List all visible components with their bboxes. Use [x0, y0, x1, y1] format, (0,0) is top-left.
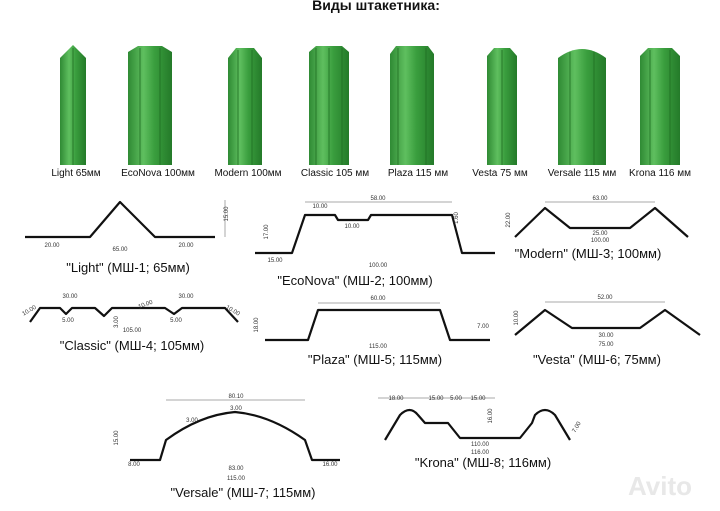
- dimension: 100.00: [369, 263, 388, 269]
- dimension: 7.00: [477, 324, 489, 330]
- dimension: 80.10: [228, 394, 244, 400]
- dimension: 110.00: [471, 442, 490, 448]
- dimension: 22.00: [506, 212, 512, 228]
- picket-label: Versale 115 мм: [548, 168, 617, 179]
- profile-caption: "Plaza" (МШ-5; 115мм): [308, 352, 442, 367]
- dimension: 15.00: [470, 396, 486, 402]
- title: Виды штакетника:: [312, 0, 440, 13]
- dimension: 25.00: [592, 231, 608, 237]
- dimension: 105.00: [123, 328, 142, 334]
- profile-caption: "Krona" (МШ-8; 116мм): [415, 455, 551, 470]
- dimension: 5.00: [62, 318, 74, 324]
- picket-label: Classic 105 мм: [301, 168, 369, 179]
- dimension: 30.00: [178, 294, 194, 300]
- dimension: 16.00: [488, 408, 494, 424]
- dimension: 52.00: [597, 295, 613, 301]
- profile-modern: 63.00 22.00 25.00 100.00 "Modern" (МШ-3;…: [506, 196, 689, 261]
- picket-label: EcoNova 100мм: [121, 168, 195, 179]
- dimension: 75.00: [598, 342, 614, 348]
- picket-label: Light 65мм: [51, 168, 100, 179]
- picket-labels: Light 65мм EcoNova 100мм Modern 100мм Cl…: [51, 168, 691, 179]
- dimension: 10.00: [312, 204, 328, 210]
- profile-versale: 80.10 3.00 3.00 15.00 8.00 83.00 16.00 1…: [114, 394, 340, 500]
- dimension: 17.00: [264, 224, 270, 240]
- profile-caption: "Vesta" (МШ-6; 75мм): [533, 352, 661, 367]
- profile-caption: "Versale" (МШ-7; 115мм): [171, 485, 316, 500]
- dimension: 8.00: [128, 462, 140, 468]
- picket-images: [60, 45, 680, 165]
- dimension: 3.00: [114, 316, 120, 328]
- dimension: 63.00: [592, 196, 608, 202]
- dimension: 58.00: [370, 196, 386, 202]
- profile-classic: 30.00 30.00 10.00 5.00 3.00 10.00 5.00 1…: [21, 294, 241, 353]
- dimension: 5.00: [450, 396, 462, 402]
- profile-krona: 18.00 15.00 5.00 15.00 16.00 110.00 7.00…: [378, 396, 583, 470]
- profile-econova: 58.00 10.00 10.00 1.60 17.00 15.00 100.0…: [255, 196, 495, 288]
- dimension: 15.00: [224, 206, 230, 222]
- dimension: 30.00: [598, 333, 614, 339]
- dimension: 1.60: [454, 212, 460, 224]
- dimension: 3.00: [230, 406, 242, 412]
- dimension: 15.00: [114, 430, 120, 446]
- dimension: 20.00: [178, 243, 194, 249]
- dimension: 15.00: [267, 258, 283, 264]
- dimension: 115.00: [369, 344, 388, 350]
- profile-caption: "Light" (МШ-1; 65мм): [66, 260, 190, 275]
- dimension: 30.00: [62, 294, 78, 300]
- dimension: 18.00: [254, 317, 260, 333]
- dimension: 116.00: [471, 450, 490, 456]
- dimension: 100.00: [591, 238, 610, 244]
- dimension: 83.00: [228, 466, 244, 472]
- profile-caption: "EcoNova" (МШ-2; 100мм): [277, 273, 432, 288]
- dimension: 15.00: [428, 396, 444, 402]
- dimension: 5.00: [170, 318, 182, 324]
- picket-label: Modern 100мм: [214, 168, 281, 179]
- dimension: 10.00: [138, 299, 155, 310]
- picket-label: Vesta 75 мм: [472, 168, 528, 179]
- profile-vesta: 52.00 10.00 30.00 75.00 "Vesta" (МШ-6; 7…: [514, 295, 701, 367]
- profile-plaza: 60.00 18.00 7.00 115.00 "Plaza" (МШ-5; 1…: [254, 296, 490, 367]
- dimension: 18.00: [388, 396, 404, 402]
- profile-caption: "Classic" (МШ-4; 105мм): [60, 338, 205, 353]
- dimension: 65.00: [112, 247, 128, 253]
- dimension: 10.00: [344, 224, 360, 230]
- dimension: 10.00: [514, 310, 520, 326]
- watermark: Avito: [628, 471, 692, 501]
- profile-light: 15.00 20.00 65.00 20.00 "Light" (МШ-1; 6…: [25, 200, 230, 275]
- dimension: 7.00: [572, 420, 583, 434]
- dimension: 60.00: [370, 296, 386, 302]
- dimension: 3.00: [186, 418, 198, 424]
- dimension: 115.00: [227, 476, 246, 482]
- dimension: 16.00: [322, 462, 338, 468]
- profile-caption: "Modern" (МШ-3; 100мм): [515, 246, 662, 261]
- dimension: 20.00: [44, 243, 60, 249]
- picket-label: Plaza 115 мм: [388, 168, 448, 179]
- picket-label: Krona 116 мм: [629, 168, 691, 179]
